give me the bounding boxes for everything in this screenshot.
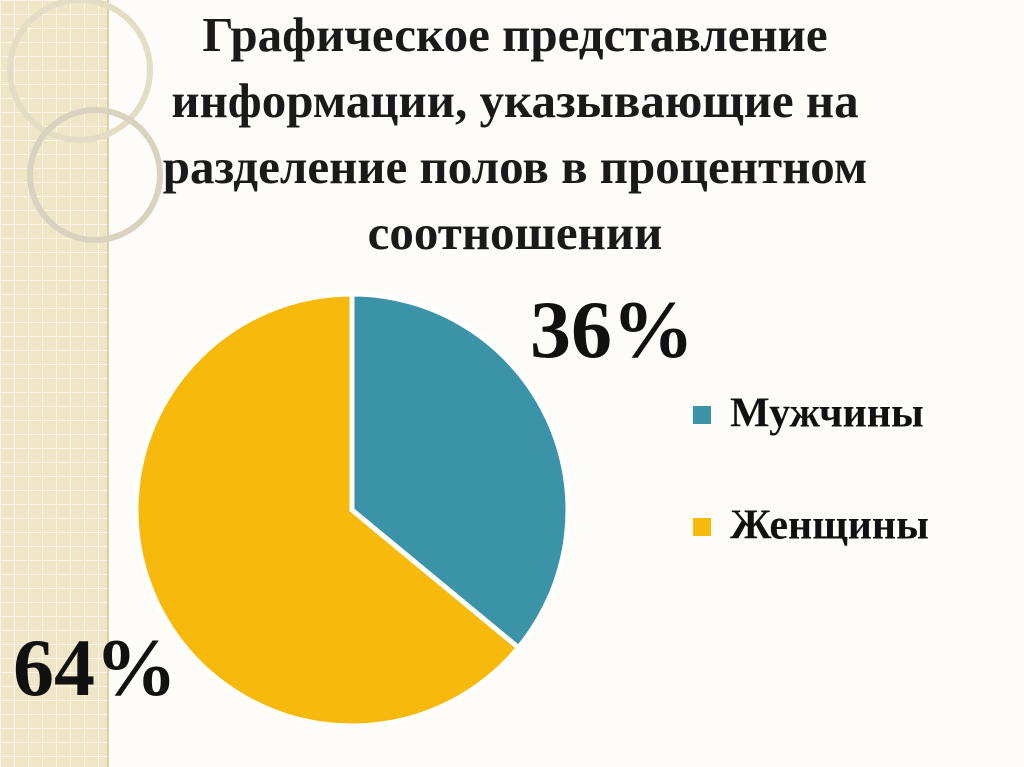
legend-label: Женщины bbox=[730, 503, 929, 549]
pie-slice bbox=[133, 291, 522, 729]
legend-swatch bbox=[693, 518, 711, 536]
chart-title: Графическое представление информации, ук… bbox=[162, 7, 868, 260]
legend-label: Мужчины bbox=[730, 391, 924, 437]
data-label: 64% bbox=[13, 622, 177, 713]
decor-circle bbox=[7, 0, 153, 143]
legend-swatch bbox=[693, 406, 711, 424]
pie-slice bbox=[349, 291, 571, 652]
data-label: 36% bbox=[530, 284, 694, 375]
decor-circle bbox=[27, 107, 163, 243]
